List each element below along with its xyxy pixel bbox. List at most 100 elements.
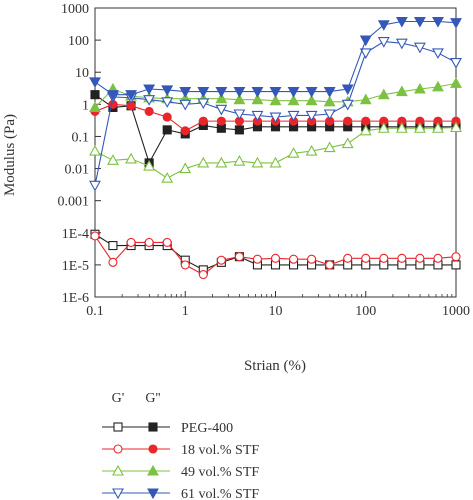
data-point-18-vol-stf-storage: [451, 252, 461, 262]
data-point-61-vol-stf-storage: [377, 37, 390, 48]
data-point-49-vol-stf-storage: [125, 152, 138, 164]
data-point-61-vol-stf-storage: [323, 109, 336, 121]
data-point-49-vol-stf-loss: [323, 95, 336, 107]
data-point-61-vol-stf-loss: [413, 16, 426, 28]
data-point-61-vol-stf-loss: [125, 90, 138, 101]
data-point-61-vol-stf-loss: [215, 87, 228, 98]
data-point-18-vol-stf-loss: [180, 126, 190, 136]
data-point-18-vol-stf-storage: [289, 254, 299, 264]
data-point-peg-400-loss: [162, 125, 172, 135]
legend-label: 18 vol.% STF: [181, 443, 259, 458]
data-point-49-vol-stf-loss: [432, 80, 444, 92]
data-point-61-vol-stf-loss: [341, 84, 354, 96]
legend-label: 49 vol.% STF: [181, 465, 259, 480]
y-tick-label: 0.001: [58, 195, 90, 210]
data-point-49-vol-stf-loss: [251, 93, 264, 105]
data-point-peg-400-loss: [90, 90, 100, 100]
data-point-61-vol-stf-storage: [233, 109, 246, 121]
data-point-61-vol-stf-loss: [305, 87, 318, 98]
data-point-18-vol-stf-storage: [307, 254, 317, 264]
data-point-49-vol-stf-loss: [413, 82, 426, 94]
data-point-61-vol-stf-loss: [377, 20, 390, 31]
data-point-49-vol-stf-loss: [377, 88, 390, 100]
data-point-61-vol-stf-storage: [395, 38, 408, 50]
y-tick-label: 0.1: [72, 130, 90, 145]
data-point-61-vol-stf-loss: [161, 85, 174, 97]
data-point-18-vol-stf-storage: [108, 257, 118, 267]
data-point-61-vol-stf-storage: [215, 104, 228, 116]
legend: G' G'' PEG-400 18 vol.% STF 49 vol.% STF 61…: [102, 391, 259, 500]
data-point-49-vol-stf-storage: [359, 124, 372, 136]
data-point-49-vol-stf-storage: [179, 162, 192, 174]
legend-row-61-vol-stf: 61 vol.% STF: [102, 487, 259, 500]
data-point-18-vol-stf-loss: [343, 116, 353, 126]
data-point-49-vol-stf-storage: [413, 122, 426, 133]
x-tick-label: 1: [182, 304, 189, 319]
legend-marker-storage: [112, 464, 124, 476]
plot-area: [89, 7, 462, 298]
data-point-49-vol-stf-storage: [251, 156, 264, 168]
data-point-18-vol-stf-storage: [343, 253, 353, 263]
data-point-61-vol-stf-storage: [179, 99, 192, 111]
data-point-61-vol-stf-storage: [197, 98, 210, 110]
data-point-61-vol-stf-loss: [143, 84, 156, 96]
data-point-18-vol-stf-storage: [126, 237, 136, 247]
data-point-49-vol-stf-storage: [161, 172, 174, 183]
data-point-61-vol-stf-loss: [395, 16, 408, 28]
data-point-49-vol-stf-storage: [305, 144, 318, 156]
data-point-61-vol-stf-loss: [233, 87, 246, 98]
data-point-49-vol-stf-storage: [197, 156, 210, 168]
data-point-61-vol-stf-storage: [269, 112, 282, 124]
data-point-18-vol-stf-loss: [162, 112, 172, 122]
data-point-61-vol-stf-storage: [287, 110, 300, 122]
data-point-49-vol-stf-storage: [233, 155, 246, 166]
legend-row-peg-400: PEG-400: [102, 421, 233, 436]
data-point-49-vol-stf-storage: [323, 141, 336, 153]
data-point-18-vol-stf-storage: [180, 260, 190, 270]
data-point-18-vol-stf-storage: [397, 253, 407, 263]
data-point-18-vol-stf-storage: [252, 254, 263, 264]
data-point-61-vol-stf-loss: [106, 90, 119, 101]
data-point-49-vol-stf-storage: [287, 147, 300, 158]
data-point-61-vol-stf-loss: [251, 87, 264, 98]
legend-label: 61 vol.% STF: [181, 487, 259, 500]
data-point-peg-400-storage: [108, 241, 118, 251]
x-tick-label: 0.1: [86, 304, 104, 319]
data-point-49-vol-stf-storage: [143, 159, 156, 171]
data-point-49-vol-stf-loss: [215, 92, 228, 104]
data-point-61-vol-stf-loss: [432, 16, 444, 28]
data-point-18-vol-stf-storage: [379, 253, 389, 263]
legend-marker-loss: [148, 422, 158, 432]
data-point-49-vol-stf-storage: [341, 137, 354, 149]
data-point-18-vol-stf-storage: [415, 253, 425, 263]
data-point-18-vol-stf-storage: [234, 252, 244, 262]
data-point-61-vol-stf-loss: [89, 77, 101, 89]
data-point-49-vol-stf-storage: [377, 122, 390, 133]
data-point-18-vol-stf-storage: [270, 253, 281, 263]
data-point-49-vol-stf-storage: [106, 154, 119, 165]
y-tick-label: 1E-4: [62, 227, 89, 242]
data-point-61-vol-stf-loss: [450, 18, 462, 29]
data-point-49-vol-stf-loss: [305, 94, 318, 106]
x-tick-label: 100: [355, 304, 376, 319]
data-point-49-vol-stf-loss: [233, 93, 246, 105]
series-peg-400-storage: [90, 229, 461, 275]
data-point-18-vol-stf-loss: [198, 116, 208, 126]
x-tick-label: 1000: [442, 304, 470, 319]
data-point-61-vol-stf-storage: [432, 48, 444, 60]
legend-marker-loss: [148, 444, 158, 454]
y-tick-label: 1: [82, 98, 89, 113]
legend-row-49-vol-stf: 49 vol.% STF: [102, 464, 259, 480]
data-point-61-vol-stf-loss: [287, 87, 300, 98]
data-point-61-vol-stf-loss: [269, 87, 282, 98]
data-point-peg-400-loss: [234, 125, 244, 135]
data-point-18-vol-stf-loss: [361, 116, 371, 126]
data-point-18-vol-stf-storage: [433, 253, 443, 263]
x-axis-title: Strian (%): [244, 358, 306, 374]
data-point-61-vol-stf-storage: [251, 110, 264, 122]
data-point-49-vol-stf-storage: [450, 121, 462, 133]
legend-marker-storage: [113, 444, 123, 454]
data-point-18-vol-stf-storage: [90, 231, 100, 241]
data-point-61-vol-stf-loss: [179, 87, 192, 98]
